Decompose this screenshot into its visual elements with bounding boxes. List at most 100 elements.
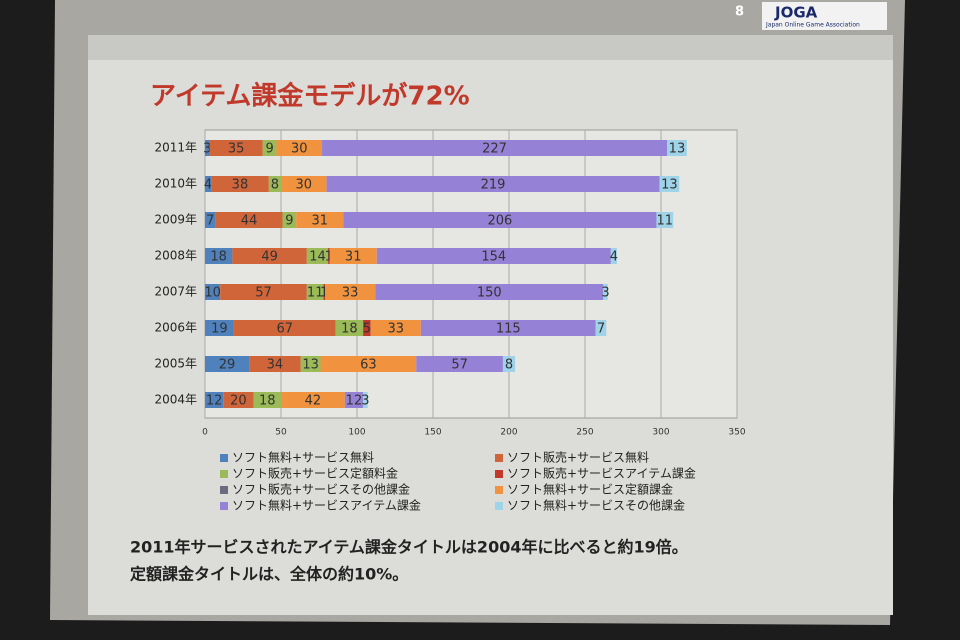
data-label: 3 [361, 394, 369, 409]
y-tick-label: 2008年 [154, 249, 197, 263]
data-label: 33 [342, 286, 359, 301]
page-number: 8 [735, 5, 744, 20]
bar-segment [205, 176, 212, 192]
bar-segment [375, 284, 604, 300]
data-label: 227 [482, 142, 507, 157]
data-label: 4 [204, 178, 212, 193]
data-label: 44 [241, 214, 258, 229]
data-label: 20 [230, 394, 247, 409]
data-label: 31 [345, 250, 362, 265]
data-label: 35 [228, 142, 245, 157]
logo-box [762, 2, 887, 30]
bar-segment [205, 320, 234, 336]
x-tick-label: 0 [202, 428, 208, 438]
legend-swatch [495, 486, 503, 494]
chart-title: アイテム課金モデルが72% [150, 81, 470, 112]
data-label: 10 [204, 286, 221, 301]
data-label: 19 [211, 322, 228, 337]
bar-segment [656, 212, 674, 228]
data-label: 154 [481, 250, 506, 265]
data-label: 9 [285, 214, 293, 229]
bar-segment [370, 320, 421, 336]
x-tick-label: 150 [424, 428, 441, 438]
legend-swatch [220, 454, 228, 462]
y-tick-label: 2009年 [154, 213, 197, 227]
caption-line: 2011年サービスされたアイテム課金タイトルは2004年に比べると約19倍。 [130, 538, 688, 557]
x-tick-label: 250 [576, 428, 593, 438]
bar-segment [249, 356, 301, 372]
legend-label: ソフト販売+サービス定額料金 [232, 466, 398, 481]
logo: JOGA [774, 4, 818, 22]
bar-segment [502, 356, 516, 372]
data-label: 18 [210, 250, 227, 265]
y-tick-label: 2004年 [154, 393, 197, 407]
bar-segment [205, 392, 224, 408]
legend-swatch [495, 454, 503, 462]
data-label: 3 [203, 142, 211, 157]
bar-segment [603, 284, 608, 300]
bar-segment [281, 176, 327, 192]
data-label: 1 [325, 250, 333, 265]
data-label: 1 [320, 286, 328, 301]
data-label: 18 [259, 394, 276, 409]
plot-area [204, 129, 738, 419]
data-label: 57 [255, 286, 272, 301]
bar-segment [420, 320, 596, 336]
slide-header [88, 35, 893, 60]
data-label: 11 [307, 286, 324, 301]
bar-segment [209, 140, 263, 156]
bar-segment [322, 140, 668, 156]
x-tick-label: 200 [500, 428, 517, 438]
data-label: 219 [481, 178, 506, 193]
data-label: 11 [657, 214, 674, 229]
legend-label: ソフト販売+サービスその他課金 [232, 482, 410, 497]
bar-segment [205, 248, 233, 264]
legend-swatch [220, 486, 228, 494]
bar-segment [205, 356, 250, 372]
bar-segment [205, 140, 210, 156]
y-tick-label: 2007年 [154, 285, 197, 299]
bar-segment [595, 320, 607, 336]
bar-segment [328, 248, 330, 264]
bar-segment [215, 212, 283, 228]
bar-segment [323, 284, 326, 300]
bar-segment [363, 320, 371, 336]
bar-segment [306, 248, 329, 264]
data-label: 33 [387, 322, 404, 337]
bar-segment [344, 392, 364, 408]
data-label: 30 [296, 178, 313, 193]
bar-segment [233, 320, 336, 336]
bar-segment [376, 248, 611, 264]
data-label: 13 [302, 358, 319, 373]
x-tick-label: 350 [728, 428, 745, 438]
bar-segment [211, 176, 269, 192]
data-label: 63 [360, 358, 377, 373]
bar-segment [659, 176, 680, 192]
bar-segment [300, 356, 321, 372]
data-label: 57 [451, 358, 468, 373]
legend-swatch [495, 470, 503, 478]
legend-label: ソフト無料+サービスアイテム課金 [232, 498, 421, 513]
legend-label: ソフト販売+サービス無料 [507, 450, 649, 465]
bar-segment [610, 248, 617, 264]
data-label: 49 [261, 250, 278, 265]
data-label: 13 [661, 178, 678, 193]
bar-segment [262, 140, 277, 156]
logo-subtitle: Japan Online Game Association [765, 22, 860, 29]
x-tick-label: 50 [275, 428, 287, 438]
y-tick-label: 2005年 [154, 357, 197, 371]
data-label: 7 [597, 322, 605, 337]
legend-label: ソフト無料+サービスその他課金 [507, 498, 685, 513]
caption-line: 定額課金タイトルは、全体の約10%。 [129, 565, 408, 584]
bar-segment [220, 284, 307, 300]
legend-label: ソフト販売+サービスアイテム課金 [507, 466, 696, 481]
bar-segment [363, 392, 368, 408]
bar-segment [205, 212, 216, 228]
bar-segment [205, 284, 221, 300]
legend-label: ソフト無料+サービス定額課金 [507, 482, 673, 497]
legend-swatch [220, 502, 228, 510]
data-label: 115 [496, 322, 521, 337]
bar-segment [296, 212, 344, 228]
data-label: 30 [291, 142, 308, 157]
